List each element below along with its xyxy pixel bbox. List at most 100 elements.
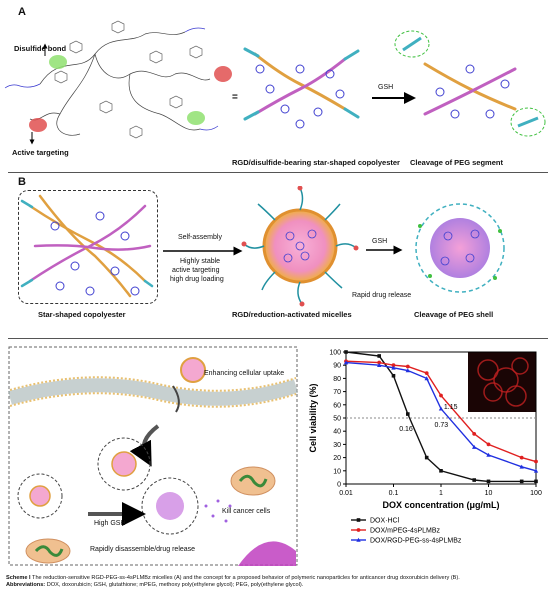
panel-a-illustration: [4, 20, 546, 145]
feature-line-3: high drug loading: [170, 276, 224, 283]
inset-cell-0: [477, 359, 499, 381]
cleaved-peg-right: [510, 107, 546, 137]
x-tick-label: 1: [439, 490, 443, 497]
y-tick-label: 20: [333, 455, 341, 462]
data-point: [344, 350, 348, 354]
panel-a-letter: A: [18, 6, 26, 18]
cleaved-micelle: [415, 203, 505, 293]
inset-cell-3: [511, 357, 529, 375]
data-point: [486, 442, 491, 447]
data-point: [439, 469, 443, 473]
divider-a-b: [8, 172, 548, 173]
y-tick-label: 60: [333, 402, 341, 409]
chemical-structure: [4, 20, 219, 139]
data-point: [377, 363, 382, 367]
abbr-label: Abbreviations:: [6, 582, 46, 589]
data-point: [519, 464, 524, 469]
y-tick-label: 70: [333, 389, 341, 396]
label-disulfide-bond: Disulfide bond: [14, 44, 67, 53]
data-point: [533, 468, 539, 473]
data-point: [519, 455, 524, 460]
data-point: [472, 478, 477, 482]
enhancing-uptake-label: Enhancing cellular uptake: [204, 370, 285, 377]
y-tick-label: 30: [333, 442, 341, 449]
series-line-1: [345, 360, 537, 463]
equals-sign: =: [232, 92, 238, 103]
inset-cell-4: [505, 385, 527, 407]
y-tick-label: 10: [333, 468, 341, 475]
cell-schematic: [8, 346, 298, 566]
panel-a-caption-right: Cleavage of PEG segment: [410, 158, 503, 167]
star-copolymer-a: [243, 47, 360, 121]
panel-b-caption-mid: RGD/reduction-activated micelles: [232, 310, 352, 319]
divider-b-c: [8, 338, 548, 339]
y-axis-label: Cell viability (%): [308, 383, 318, 452]
kill-cells-label: Kill cancer cells: [222, 508, 271, 515]
viability-chart: 0 10 20 30 40 50 60 70 80 90 100 0.01 0.1 1 10 100 DOX c…: [308, 350, 542, 545]
panel-a-caption-left: RGD/disulfide-bearing star-shaped copoly…: [232, 158, 400, 167]
legend-label: DOX/RGD-PEG-ss-4sPLMBz: [370, 538, 462, 545]
data-point: [391, 363, 396, 368]
legend-marker: [356, 518, 361, 522]
data-point: [377, 360, 382, 365]
data-point: [472, 444, 477, 449]
rapid-disassemble-label: Rapidly disassemble/drug release: [90, 546, 196, 553]
inset-cell-2: [483, 382, 503, 402]
legend-label: DOX·HCl: [370, 518, 400, 525]
y-tick-label: 40: [333, 429, 341, 436]
data-point: [534, 459, 538, 464]
legend-marker: [356, 528, 361, 532]
x-tick-label: 10: [485, 490, 493, 497]
data-point: [377, 354, 382, 358]
x-tick-label: 0.1: [389, 490, 399, 497]
y-tick-label: 100: [329, 350, 341, 357]
copolyester-box: [18, 190, 158, 304]
data-point: [424, 371, 429, 376]
legend-label: DOX/mPEG-4sPLMBz: [370, 528, 441, 535]
figure-caption: Scheme I The reduction-sensitive RGD-PEG…: [6, 575, 551, 589]
data-point: [486, 452, 491, 457]
feature-line-1: Highly stable: [180, 258, 221, 265]
label-active-targeting: Active targeting: [12, 148, 69, 157]
panel-b-letter: B: [18, 176, 26, 188]
data-point: [343, 360, 349, 365]
scheme-label: Scheme I: [6, 575, 31, 581]
rapid-release-label: Rapid drug release: [352, 292, 412, 299]
data-point: [424, 455, 429, 460]
y-tick-label: 50: [333, 416, 341, 423]
abbr-text: DOX, doxorubicin; GSH, glutathione; mPEG…: [46, 582, 304, 589]
scheme-text: The reduction-sensitive RGD-PEG-ss-4sPLM…: [32, 575, 460, 581]
data-point: [405, 364, 410, 369]
legend-marker: [356, 537, 361, 542]
feature-line-2: active targeting: [172, 267, 220, 274]
data-point: [424, 376, 429, 381]
panel-b-caption-left: Star-shaped copolyester: [38, 310, 126, 319]
panel-b-illustration: [20, 186, 505, 307]
data-point: [391, 365, 396, 370]
high-gsh-label: High GSH: [94, 520, 126, 527]
inset-cell-1: [493, 367, 519, 393]
y-tick-label: 80: [333, 376, 341, 383]
data-point: [439, 393, 443, 398]
data-point: [438, 406, 444, 411]
data-point: [405, 368, 410, 373]
data-point: [519, 479, 524, 484]
data-point: [534, 479, 538, 484]
x-tick-label: 100: [530, 490, 542, 497]
data-point: [472, 431, 477, 436]
rgd-micelle: [241, 186, 359, 307]
self-assembly-label: Self-assembly: [178, 234, 222, 241]
x-tick-label: 0.01: [339, 490, 353, 497]
data-point: [486, 479, 491, 484]
panel-a-gsh-label: GSH: [378, 84, 394, 91]
y-tick-label: 0: [337, 482, 341, 489]
data-point: [405, 412, 410, 416]
ic50-annotation: 0.16: [399, 426, 413, 433]
panel-b-caption-right: Cleavage of PEG shell: [414, 310, 494, 319]
cleaved-peg-top: [394, 30, 430, 58]
rgd-highlight: [29, 118, 47, 132]
ic50-annotation: 1.15: [444, 404, 458, 411]
panel-b-gsh-label: GSH: [372, 238, 388, 245]
ic50-annotation: 0.73: [435, 422, 449, 429]
star-copolymer-cleaved: [423, 62, 517, 116]
